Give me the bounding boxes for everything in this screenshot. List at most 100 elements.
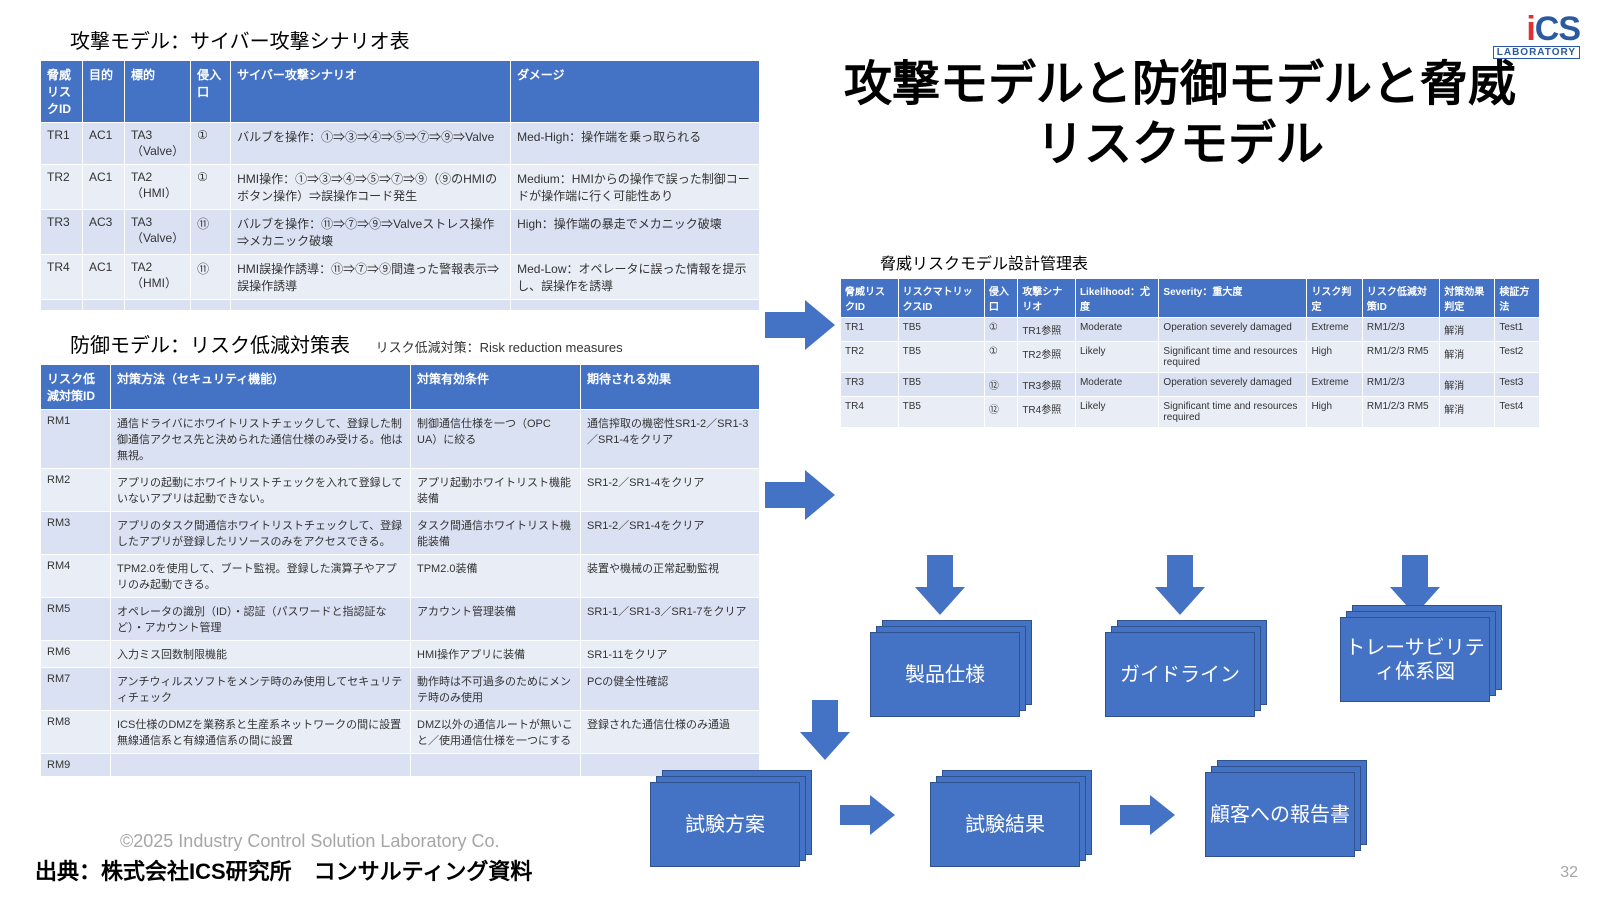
cell: アプリのタスク間通信ホワイトリストチェックして、登録したアプリが登録したリソース… xyxy=(111,512,411,555)
logo: iCS xyxy=(1526,10,1580,49)
cell: SR1-1／SR1-3／SR1-7をクリア xyxy=(581,598,760,641)
arrow-right-icon xyxy=(1120,795,1175,835)
cell: High：操作端の暴走でメカニック破壊 xyxy=(511,210,760,255)
col-header: リスクマトリックスID xyxy=(898,279,984,318)
col-header: 期待される効果 xyxy=(581,365,760,410)
cell: ⑪ xyxy=(191,255,231,300)
cell: HMI操作アプリに装備 xyxy=(411,641,581,668)
cell: RM6 xyxy=(41,641,111,668)
doc-label: 試験結果 xyxy=(961,809,1049,841)
cell: ⑪ xyxy=(191,210,231,255)
col-header: 目的 xyxy=(83,61,125,123)
cell: TA2（HMI） xyxy=(125,165,191,210)
col-header: リスク低減対策ID xyxy=(41,365,111,410)
cell: TB5 xyxy=(898,318,984,342)
cell: AC1 xyxy=(83,165,125,210)
col-header: Likelihood：尤度 xyxy=(1075,279,1158,318)
col-header: 脅威リスクID xyxy=(41,61,83,123)
table-row: RM6入力ミス回数制限機能HMI操作アプリに装備SR1-11をクリア xyxy=(41,641,760,668)
arrow-down-icon xyxy=(1155,555,1205,620)
cell xyxy=(411,754,581,777)
cell: TB5 xyxy=(898,373,984,397)
table-row: TR3AC3TA3（Valve）⑪バルブを操作：⑪⇒⑦⇒⑨⇒Valveストレス操… xyxy=(41,210,760,255)
cell: ① xyxy=(984,342,1017,373)
cell: 動作時は不可過多のためにメンテ時のみ使用 xyxy=(411,668,581,711)
cell: RM2 xyxy=(41,469,111,512)
cell: TR4 xyxy=(841,397,899,428)
left-column: 攻撃モデル：サイバー攻撃シナリオ表 脅威リスクID目的標的侵入口サイバー攻撃シナ… xyxy=(40,15,760,777)
arrow-down-icon xyxy=(800,700,850,765)
cell: Test3 xyxy=(1495,373,1540,397)
col-header: 対策効果判定 xyxy=(1440,279,1495,318)
cell: TR2 xyxy=(841,342,899,373)
cell: ⑫ xyxy=(984,397,1017,428)
cell: TR2参照 xyxy=(1018,342,1076,373)
cell: RM3 xyxy=(41,512,111,555)
cell: TR1 xyxy=(41,123,83,165)
cell: TA2（HMI） xyxy=(125,255,191,300)
cell xyxy=(511,300,760,311)
cell: アンチウィルスソフトをメンテ時のみ使用してセキュリティチェック xyxy=(111,668,411,711)
cell xyxy=(125,300,191,311)
main-title: 攻撃モデルと防御モデルと脅威リスクモデル xyxy=(840,55,1520,175)
cell: RM1/2/3 xyxy=(1362,318,1439,342)
cell: High xyxy=(1307,397,1362,428)
doc-label: ガイドライン xyxy=(1116,659,1244,691)
table-row: RM2アプリの起動にホワイトリストチェックを入れて登録していないアプリは起動でき… xyxy=(41,469,760,512)
cell: 解消 xyxy=(1440,397,1495,428)
cell: RM1/2/3 RM5 xyxy=(1362,397,1439,428)
cell: TR1 xyxy=(841,318,899,342)
cell: AC1 xyxy=(83,255,125,300)
cell: タスク間通信ホワイトリスト機能装備 xyxy=(411,512,581,555)
cell: HMI誤操作誘導：⑪⇒⑦⇒⑨間違った警報表示⇒誤操作誘導 xyxy=(231,255,511,300)
cell: Extreme xyxy=(1307,373,1362,397)
cell: TR3参照 xyxy=(1018,373,1076,397)
cell: RM1/2/3 RM5 xyxy=(1362,342,1439,373)
doc-label: 製品仕様 xyxy=(901,659,989,691)
col-header: 対策方法（セキュリティ機能） xyxy=(111,365,411,410)
cell: 制御通信仕様を一つ（OPC UA）に絞る xyxy=(411,410,581,469)
cell: ① xyxy=(984,318,1017,342)
table-row: TR2AC1TA2（HMI）①HMI操作：①⇒③⇒④⇒⑤⇒⑦⇒⑨（⑨のHMIのボ… xyxy=(41,165,760,210)
cell: RM8 xyxy=(41,711,111,754)
cell: TR1参照 xyxy=(1018,318,1076,342)
arrow-right-icon xyxy=(840,795,895,835)
cell: オペレータの識別（ID）・認証（パスワードと指認証など）・アカウント管理 xyxy=(111,598,411,641)
col-header: Severity：重大度 xyxy=(1159,279,1307,318)
cell: AC1 xyxy=(83,123,125,165)
cell: 登録された通信仕様のみ通過 xyxy=(581,711,760,754)
cell: HMI操作：①⇒③⇒④⇒⑤⇒⑦⇒⑨（⑨のHMIのボタン操作）⇒誤操作コード発生 xyxy=(231,165,511,210)
cell: RM7 xyxy=(41,668,111,711)
cell: RM1 xyxy=(41,410,111,469)
cell: TA3（Valve） xyxy=(125,123,191,165)
cell: RM4 xyxy=(41,555,111,598)
cell: TB5 xyxy=(898,342,984,373)
cell xyxy=(231,300,511,311)
cell xyxy=(41,300,83,311)
cell: RM5 xyxy=(41,598,111,641)
cell: Operation severely damaged xyxy=(1159,318,1307,342)
table-row: RM9 xyxy=(41,754,760,777)
risk-reduction-table: リスク低減対策ID対策方法（セキュリティ機能）対策有効条件期待される効果 RM1通… xyxy=(40,364,760,777)
cell: TA3（Valve） xyxy=(125,210,191,255)
arrow-right-icon xyxy=(765,300,835,350)
table-row: TR1AC1TA3（Valve）①バルブを操作：①⇒③⇒④⇒⑤⇒⑦⇒⑨⇒Valv… xyxy=(41,123,760,165)
cell: 入力ミス回数制限機能 xyxy=(111,641,411,668)
table3-title: 脅威リスクモデル設計管理表 xyxy=(880,250,1540,274)
table2-title: 防御モデル：リスク低減対策表 xyxy=(70,335,350,357)
right-table-block: 脅威リスクモデル設計管理表 脅威リスクIDリスクマトリックスID侵入口攻撃シナリ… xyxy=(840,250,1540,428)
cell: SR1-2／SR1-4をクリア xyxy=(581,469,760,512)
cell: 通信ドライバにホワイトリストチェックして、登録した制御通信アクセス先と決められた… xyxy=(111,410,411,469)
col-header: 侵入口 xyxy=(191,61,231,123)
cell: DMZ以外の通信ルートが無いこと／使用通信仕様を一つにする xyxy=(411,711,581,754)
cell: Extreme xyxy=(1307,318,1362,342)
col-header: 対策有効条件 xyxy=(411,365,581,410)
col-header: リスク判定 xyxy=(1307,279,1362,318)
cell: アカウント管理装備 xyxy=(411,598,581,641)
cell: AC3 xyxy=(83,210,125,255)
cell: 解消 xyxy=(1440,342,1495,373)
cell: アプリの起動にホワイトリストチェックを入れて登録していないアプリは起動できない。 xyxy=(111,469,411,512)
cell: Likely xyxy=(1075,397,1158,428)
copyright: ©2025 Industry Control Solution Laborato… xyxy=(120,831,499,852)
cell: RM1/2/3 xyxy=(1362,373,1439,397)
